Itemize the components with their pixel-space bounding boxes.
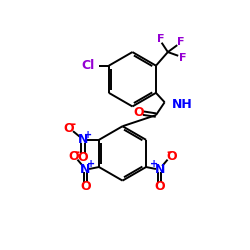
Text: F: F: [157, 34, 164, 44]
Text: +: +: [87, 159, 95, 169]
Text: +: +: [84, 130, 92, 140]
Text: O: O: [166, 150, 177, 163]
Text: +: +: [150, 159, 158, 169]
Text: Cl: Cl: [82, 59, 95, 72]
Text: NH: NH: [172, 98, 192, 111]
Text: N: N: [78, 133, 88, 146]
Text: O: O: [80, 180, 91, 193]
Text: -: -: [74, 146, 79, 159]
Text: N: N: [80, 162, 90, 175]
Text: O: O: [64, 122, 74, 135]
Text: -: -: [70, 118, 75, 131]
Text: -: -: [166, 146, 171, 159]
Text: O: O: [154, 180, 165, 193]
Text: F: F: [177, 37, 185, 47]
Text: O: O: [133, 106, 144, 119]
Text: O: O: [78, 151, 88, 164]
Text: O: O: [68, 150, 79, 163]
Text: N: N: [154, 162, 165, 175]
Text: F: F: [179, 53, 186, 63]
